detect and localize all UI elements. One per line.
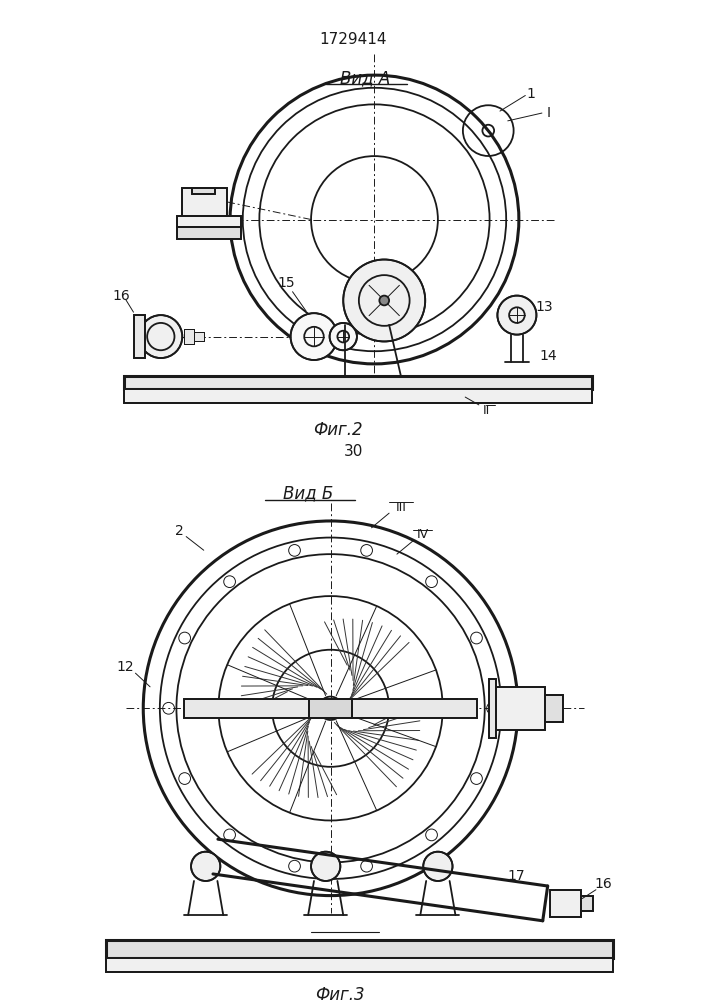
Text: II: II	[483, 404, 490, 417]
Bar	[106, 940, 614, 958]
Text: 15: 15	[278, 276, 296, 290]
Bar	[309, 699, 352, 718]
Circle shape	[291, 313, 337, 360]
Bar	[177, 216, 241, 227]
Circle shape	[498, 296, 537, 335]
Text: 13: 13	[535, 300, 553, 314]
Bar	[192, 188, 216, 194]
Bar	[134, 315, 145, 358]
Circle shape	[344, 260, 425, 341]
Text: 12: 12	[117, 660, 134, 674]
Bar	[550, 890, 581, 917]
Text: I: I	[547, 106, 551, 120]
Bar	[194, 332, 204, 341]
Bar	[192, 188, 216, 194]
Bar	[106, 940, 614, 958]
Bar	[496, 687, 545, 730]
Bar	[124, 376, 592, 389]
Bar	[134, 315, 145, 358]
Text: III: III	[395, 501, 407, 514]
Bar	[185, 329, 194, 344]
Text: Вид Б: Вид Б	[283, 485, 333, 503]
Bar	[545, 695, 563, 722]
Bar	[194, 332, 204, 341]
Text: Вид А: Вид А	[339, 69, 390, 87]
Circle shape	[139, 315, 182, 358]
Bar	[177, 227, 241, 239]
Circle shape	[311, 852, 340, 881]
Bar	[489, 679, 496, 738]
Bar	[124, 389, 592, 403]
Bar	[177, 227, 241, 239]
Bar	[581, 896, 593, 911]
Text: 17: 17	[507, 869, 525, 883]
Text: Фиг.2: Фиг.2	[314, 421, 363, 439]
Text: Фиг.3: Фиг.3	[315, 986, 365, 1000]
Bar	[581, 896, 593, 911]
Bar	[185, 699, 477, 718]
Text: 16: 16	[595, 877, 613, 891]
Circle shape	[380, 296, 389, 305]
Text: IV: IV	[417, 528, 429, 541]
Text: 30: 30	[344, 444, 363, 459]
Circle shape	[423, 852, 452, 881]
Text: 2: 2	[175, 524, 184, 538]
Bar	[496, 687, 545, 730]
Text: 16: 16	[113, 289, 131, 303]
Bar	[185, 329, 194, 344]
Bar	[550, 890, 581, 917]
Text: 1729414: 1729414	[320, 32, 387, 47]
Bar	[545, 695, 563, 722]
Bar	[106, 958, 614, 972]
Bar	[182, 188, 227, 216]
Bar	[489, 679, 496, 738]
Bar	[124, 389, 592, 403]
Text: 14: 14	[539, 349, 557, 363]
Text: 1: 1	[527, 87, 536, 101]
Bar	[177, 216, 241, 227]
Bar	[124, 376, 592, 389]
Bar	[182, 188, 227, 216]
Circle shape	[329, 323, 357, 350]
Bar	[106, 958, 614, 972]
Circle shape	[191, 852, 221, 881]
Bar	[185, 699, 477, 718]
Bar	[309, 699, 352, 718]
